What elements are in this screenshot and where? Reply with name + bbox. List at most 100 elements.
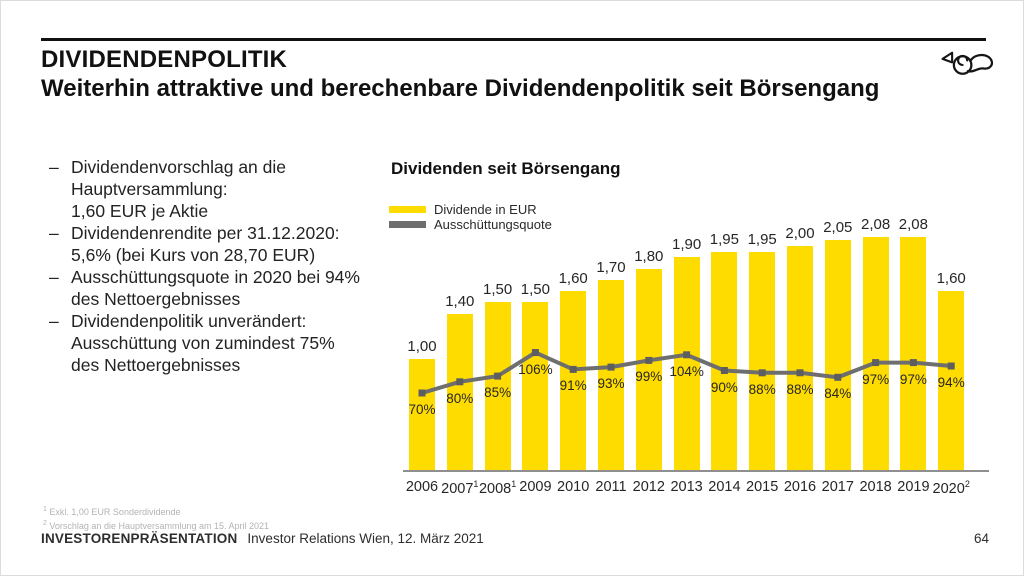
payout-ratio-label: 99% [635,369,663,385]
payout-ratio-label: 85% [484,385,512,401]
dividend-bar-2016 [787,246,813,471]
x-axis-year-label: 20081 [475,479,521,497]
x-axis-year-label: 2019 [890,479,936,495]
dividend-bar-2017 [824,240,851,471]
payout-ratio-label: 104% [669,363,704,379]
footnotes: 1 Exkl. 1,00 EUR Sonderdividende 2 Vorsch… [43,504,269,532]
footnote-text: Vorschlag an die Hauptversammlung am 15.… [46,521,270,531]
payout-ratio-label: 97% [862,371,890,387]
footer-presentation-label: INVESTORENPRÄSENTATION [41,531,238,546]
legend-row: Ausschüttungsquote [389,217,552,232]
bar-value-label: 2,08 [860,216,891,233]
legend-label: Ausschüttungsquote [434,217,552,232]
page-number: 64 [973,531,989,546]
dividend-bar-2019 [900,237,927,471]
year-footnote-marker: 2 [964,479,970,489]
payout-ratio-label: 94% [937,375,965,390]
year-footnote-marker: 1 [511,479,517,489]
bar-value-label: 1,50 [520,281,550,299]
year-text: 2006 [405,479,439,495]
bar-value-label: 1,40 [445,292,475,310]
austrian-post-posthorn-icon [941,51,994,75]
dividend-bar-2009 [522,302,549,472]
bullet-text: Dividendenvorschlag an die Hauptversamml… [71,157,286,221]
dividend-bar-2015 [749,251,776,471]
year-text: 2009 [519,479,552,495]
bar-value-label: 1,90 [671,236,702,254]
legend-swatch-bar [389,206,426,213]
x-axis-year-label: 2006 [399,479,445,495]
page-title: DIVIDENDENPOLITIK [41,46,288,73]
bullet-dash: – [49,157,59,177]
bar-value-label: 1,00 [407,337,437,355]
dividend-bar-2014 [711,251,738,471]
payout-ratio-label: 84% [824,386,852,402]
x-axis-year-label: 2015 [739,479,785,495]
bar-value-label: 1,60 [936,270,966,287]
year-text: 2013 [670,479,703,495]
bar-value-label: 2,05 [823,219,853,237]
bullet-dash: – [49,311,59,331]
year-text: 2007 [441,480,474,497]
bar-value-label: 1,95 [747,230,777,248]
x-axis-year-label: 2011 [588,479,634,495]
page-subtitle: Weiterhin attraktive und berechenbare Di… [41,75,880,102]
year-footnote-marker: 1 [473,479,479,489]
key-points-list: – Dividendenvorschlag an die Hauptversamm… [49,156,379,376]
bar-value-label: 1,70 [596,258,626,276]
x-axis-year-label: 2018 [853,479,899,495]
footnote-line: 2 Vorschlag an die Hauptversammlung am 1… [43,518,269,532]
bullet-item: – Ausschüttungsquote in 2020 bei 94% des … [49,266,379,310]
x-axis-year-label: 2010 [550,479,596,495]
x-axis-year-label: 2013 [664,479,710,495]
year-text: 2015 [746,479,779,495]
x-axis-line [403,470,989,472]
legend-row: Dividende in EUR [389,202,552,217]
bullet-text: Dividendenrendite per 31.12.2020: 5,6% (… [71,223,340,265]
payout-ratio-label: 70% [408,402,436,417]
payout-ratio-label: 93% [597,376,625,392]
payout-ratio-label: 90% [710,379,738,395]
year-text: 2012 [632,479,665,495]
bullet-text: Dividendenpolitik unverändert: Ausschütt… [71,311,335,375]
payout-ratio-label: 97% [899,371,927,387]
bar-value-label: 2,00 [785,225,815,242]
footer-date-label: Investor Relations Wien, 12. März 2021 [247,531,484,546]
year-text: 2019 [897,479,930,495]
payout-ratio-label: 91% [559,378,587,394]
payout-ratio-label: 106% [518,361,553,377]
bar-value-label: 1,95 [709,230,739,248]
footnote-marker: 1 [43,506,47,513]
year-text: 2018 [859,479,892,495]
payout-ratio-label: 80% [446,390,474,406]
year-text: 2010 [557,479,590,495]
bullet-item: – Dividendenvorschlag an die Hauptversamm… [49,156,379,222]
x-axis-year-label: 2014 [701,479,747,495]
bullet-item: – Dividendenrendite per 31.12.2020: 5,6% … [49,222,379,266]
x-axis-year-label: 2016 [777,479,823,495]
payout-ratio-label: 88% [786,381,814,397]
year-text: 2011 [595,479,627,495]
footnote-text: Exkl. 1,00 EUR Sonderdividende [46,507,181,517]
x-axis-year-label: 2009 [512,479,558,495]
year-text: 2020 [932,480,965,497]
bar-value-label: 1,60 [558,270,588,287]
dividend-bar-2018 [862,237,889,471]
x-axis-year-label: 2017 [815,479,861,495]
header-rule [41,38,986,41]
bar-value-label: 2,08 [898,216,928,233]
bullet-dash: – [49,223,59,243]
year-text: 2014 [708,479,741,495]
footnote-line: 1 Exkl. 1,00 EUR Sonderdividende [43,504,269,518]
x-axis-year-label: 2012 [626,479,672,495]
bar-value-label: 1,50 [482,281,513,299]
footnote-marker: 2 [43,520,47,527]
x-axis-year-label: 20202 [928,479,974,497]
bullet-text: Ausschüttungsquote in 2020 bei 94% des N… [71,267,360,309]
footer: INVESTORENPRÄSENTATION Investor Relations… [41,531,484,546]
payout-ratio-label: 88% [748,381,776,397]
legend-swatch-line [389,221,426,228]
year-text: 2017 [821,479,854,495]
year-text: 2008 [478,480,512,497]
